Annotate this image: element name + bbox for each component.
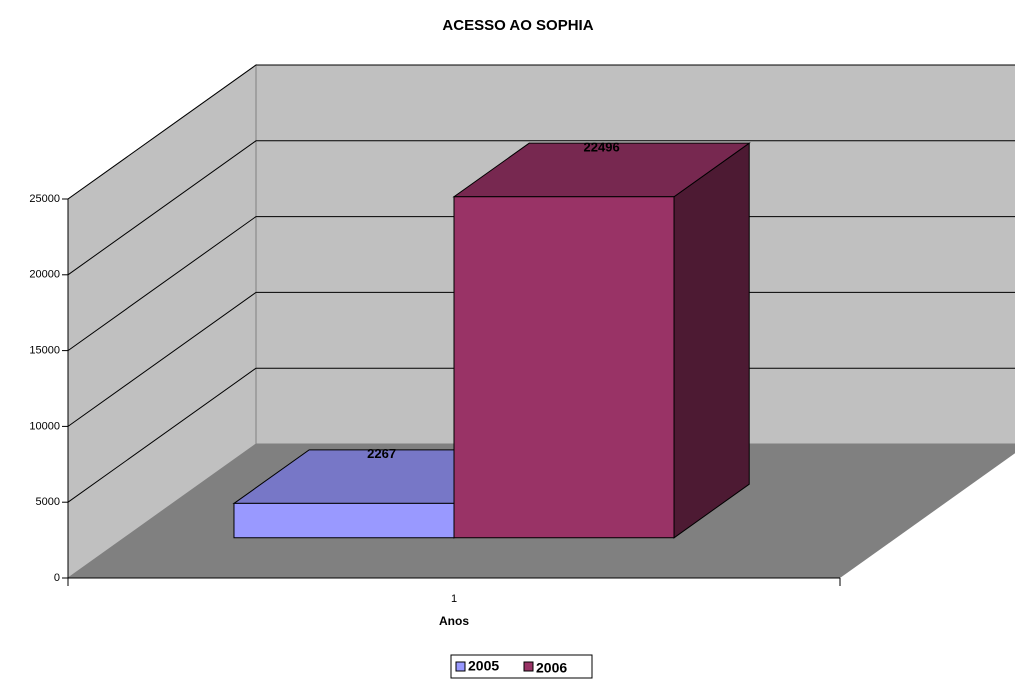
- bar-side: [673, 142, 750, 539]
- data-label: 2267: [367, 446, 396, 461]
- y-tick-label: 15000: [29, 345, 60, 357]
- y-tick-label: 20000: [29, 269, 60, 281]
- y-tick-label: 0: [54, 572, 60, 584]
- grid-line: [67, 367, 1015, 503]
- bar: [452, 142, 751, 539]
- legend-box: [450, 654, 593, 679]
- y-tick-label: 25000: [29, 193, 60, 205]
- legend-label: 2005: [468, 658, 499, 674]
- grid-line: [67, 64, 1015, 200]
- x-axis-label: Anos: [439, 614, 469, 628]
- legend-swatch: [455, 661, 466, 672]
- y-tick-label: 10000: [29, 420, 60, 432]
- legend-swatch: [523, 661, 534, 672]
- grid-line: [67, 216, 1015, 352]
- x-tick-label: 1: [451, 593, 457, 605]
- grid-line: [67, 291, 1015, 427]
- y-tick-label: 5000: [36, 496, 60, 508]
- chart-title: ACESSO AO SOPHIA: [442, 17, 593, 34]
- bar-front: [233, 502, 455, 539]
- data-label: 22496: [584, 139, 620, 154]
- bar-front: [453, 196, 675, 539]
- legend-label: 2006: [536, 660, 567, 676]
- grid-line: [67, 140, 1015, 276]
